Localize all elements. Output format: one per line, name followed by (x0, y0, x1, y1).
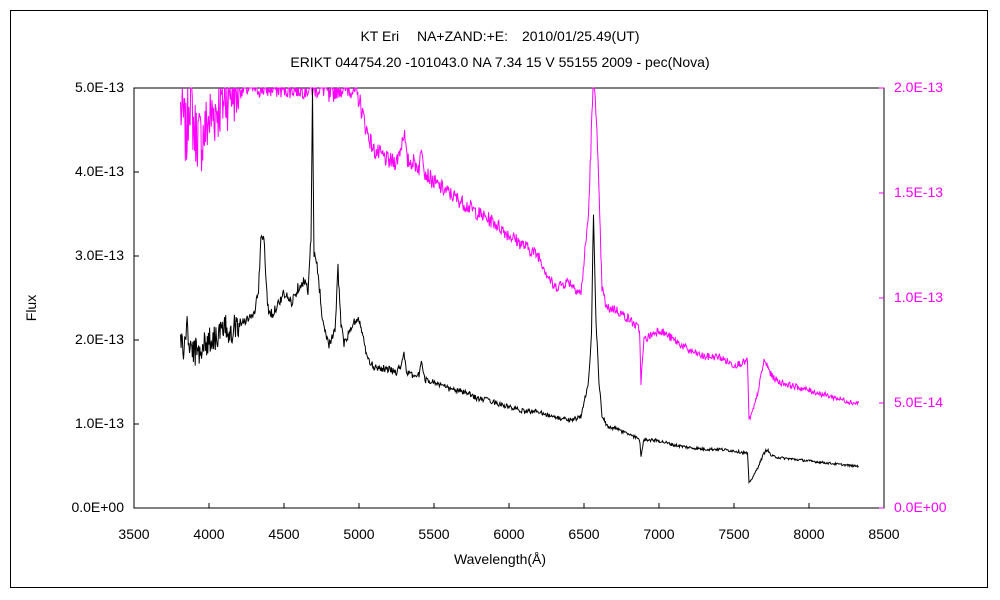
plot-area (133, 87, 885, 509)
y2-tick-label: 2.0E-13 (894, 79, 944, 95)
y2-tick-label: 5.0E-14 (894, 394, 944, 410)
y-tick-label: 2.0E-13 (74, 331, 124, 347)
x-tick-label: 8000 (793, 526, 825, 542)
x-tick-label: 3500 (118, 526, 150, 542)
x-tick-label: 8500 (868, 526, 900, 542)
chart-subtitle: ERIKT 044754.20 -101043.0 NA 7.34 15 V 5… (290, 54, 710, 70)
x-tick-label: 6000 (493, 526, 525, 542)
x-tick-label: 6500 (568, 526, 600, 542)
y-axis-label: Flux (23, 294, 40, 322)
series-line-left-axis (180, 88, 859, 485)
series-line-right-axis (180, 86, 859, 421)
x-tick-label: 7000 (643, 526, 675, 542)
x-tick-label: 5000 (343, 526, 375, 542)
y2-tick-label: 0.0E+00 (894, 499, 947, 515)
y2-tick-label: 1.5E-13 (894, 184, 944, 200)
chart-title: KT Eri NA+ZAND:+E: 2010/01/25.49(UT) (360, 28, 640, 44)
x-tick-label: 7500 (718, 526, 750, 542)
x-axis-label: Wavelength(Å) (453, 551, 547, 567)
y-tick-label: 3.0E-13 (74, 247, 124, 263)
chart-frame (10, 10, 988, 588)
y-tick-label: 0.0E+00 (71, 499, 124, 515)
tick-marks (133, 87, 885, 509)
y-tick-label: 4.0E-13 (74, 163, 124, 179)
x-tick-label: 4000 (193, 526, 225, 542)
x-tick-label: 5500 (418, 526, 450, 542)
x-tick-label: 4500 (268, 526, 300, 542)
y-tick-label: 1.0E-13 (74, 415, 124, 431)
y2-tick-label: 1.0E-13 (894, 289, 944, 305)
y-tick-label: 5.0E-13 (74, 79, 124, 95)
